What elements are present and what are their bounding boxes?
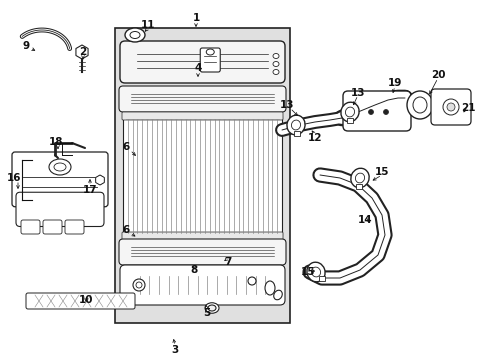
Ellipse shape — [355, 173, 364, 183]
Ellipse shape — [125, 28, 145, 42]
Text: 19: 19 — [387, 78, 401, 88]
FancyBboxPatch shape — [119, 86, 285, 112]
FancyBboxPatch shape — [65, 220, 84, 234]
Text: 17: 17 — [82, 185, 97, 195]
FancyBboxPatch shape — [122, 232, 283, 240]
Ellipse shape — [406, 91, 432, 119]
Ellipse shape — [353, 109, 358, 114]
Ellipse shape — [204, 303, 219, 313]
Ellipse shape — [291, 120, 300, 130]
Ellipse shape — [207, 305, 216, 311]
Ellipse shape — [306, 262, 325, 282]
Bar — [123, 116, 282, 236]
FancyBboxPatch shape — [16, 192, 104, 226]
Text: 16: 16 — [7, 173, 21, 183]
Text: 21: 21 — [460, 103, 474, 113]
Text: 6: 6 — [122, 225, 129, 235]
FancyBboxPatch shape — [26, 293, 135, 309]
Ellipse shape — [54, 163, 66, 171]
Ellipse shape — [264, 281, 274, 295]
Text: 2: 2 — [79, 47, 86, 57]
FancyBboxPatch shape — [342, 91, 410, 131]
Ellipse shape — [272, 62, 279, 67]
Bar — [318, 276, 324, 281]
Text: 15: 15 — [300, 267, 315, 277]
Text: 8: 8 — [190, 265, 197, 275]
Text: 4: 4 — [194, 63, 201, 73]
FancyBboxPatch shape — [119, 239, 285, 265]
Ellipse shape — [368, 109, 373, 114]
Text: 11: 11 — [141, 20, 155, 30]
FancyBboxPatch shape — [122, 112, 283, 120]
Text: 12: 12 — [307, 133, 322, 143]
Text: 1: 1 — [192, 13, 199, 23]
Ellipse shape — [311, 267, 320, 277]
Text: 13: 13 — [279, 100, 294, 110]
FancyBboxPatch shape — [120, 265, 285, 305]
Text: 6: 6 — [122, 142, 129, 152]
FancyBboxPatch shape — [200, 48, 220, 72]
Ellipse shape — [272, 54, 279, 58]
Ellipse shape — [446, 103, 454, 111]
Text: 9: 9 — [22, 41, 29, 51]
Ellipse shape — [286, 115, 305, 135]
Bar — [293, 131, 299, 136]
Text: 14: 14 — [357, 215, 371, 225]
Ellipse shape — [206, 49, 214, 55]
Text: 10: 10 — [79, 295, 93, 305]
FancyBboxPatch shape — [21, 220, 40, 234]
Ellipse shape — [350, 168, 368, 188]
Ellipse shape — [340, 102, 358, 122]
Ellipse shape — [412, 97, 426, 113]
Text: 13: 13 — [350, 88, 365, 98]
Ellipse shape — [133, 279, 145, 291]
Ellipse shape — [130, 31, 140, 39]
Ellipse shape — [345, 107, 354, 117]
Ellipse shape — [49, 159, 71, 175]
Text: 20: 20 — [430, 70, 445, 80]
Ellipse shape — [247, 277, 256, 285]
Ellipse shape — [383, 109, 387, 114]
Polygon shape — [96, 175, 104, 185]
Bar — [115, 28, 289, 323]
FancyBboxPatch shape — [120, 41, 285, 83]
Ellipse shape — [442, 99, 458, 115]
Text: 5: 5 — [203, 308, 210, 318]
Bar — [355, 184, 362, 189]
Ellipse shape — [273, 290, 282, 300]
FancyBboxPatch shape — [12, 152, 108, 207]
Ellipse shape — [136, 282, 142, 288]
Ellipse shape — [96, 176, 104, 184]
Text: 15: 15 — [374, 167, 388, 177]
Polygon shape — [76, 45, 88, 59]
Bar — [346, 118, 352, 123]
Ellipse shape — [272, 69, 279, 75]
Text: 18: 18 — [49, 137, 63, 147]
Text: 7: 7 — [224, 257, 231, 267]
Text: 3: 3 — [171, 345, 178, 355]
FancyBboxPatch shape — [430, 89, 470, 125]
FancyBboxPatch shape — [43, 220, 62, 234]
